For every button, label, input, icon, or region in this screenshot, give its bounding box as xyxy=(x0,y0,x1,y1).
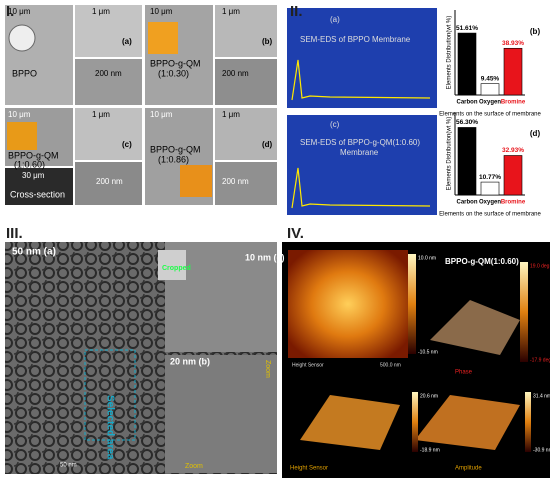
label: 1 μm xyxy=(92,7,110,16)
y-axis-label: Elements Distribution(wt %) xyxy=(447,117,453,191)
panel-label: II. xyxy=(290,3,303,20)
label: (1:0.30) xyxy=(158,68,189,78)
label: SEM-EDS of BPPO-g-QM(1:0.60) xyxy=(300,138,420,147)
sem-images xyxy=(5,5,277,205)
x-tick-label: Oxygen xyxy=(479,200,501,206)
value-label: 56.30% xyxy=(456,119,478,126)
eds-spectra xyxy=(287,8,437,215)
bar xyxy=(457,127,477,196)
x-tick-label: Oxygen xyxy=(479,100,501,106)
label: 50 nm (a) xyxy=(12,247,56,258)
x-tick-label: Bromine xyxy=(501,100,526,106)
label: 500.0 nm xyxy=(380,362,401,368)
panel-label: III. xyxy=(6,225,23,242)
label: (d) xyxy=(262,140,273,149)
label: 200 nm xyxy=(222,69,249,78)
label: 10 nm (c) xyxy=(245,252,285,262)
label: 1 μm xyxy=(92,110,110,119)
bar xyxy=(480,83,500,96)
label: BPPO xyxy=(12,68,37,78)
label: (b) xyxy=(262,37,273,46)
bar xyxy=(480,181,500,196)
label: -17.9 deg xyxy=(530,357,550,363)
label: Zoom xyxy=(264,360,271,378)
y-axis-label: Elements Distribution(wt %) xyxy=(447,16,453,90)
label: 10 μm xyxy=(8,110,31,119)
panel-label: (b) xyxy=(530,27,541,36)
label: 30 μm xyxy=(22,171,45,180)
x-tick-label: Carbon xyxy=(457,100,478,106)
label: 31.4 nm xyxy=(533,393,550,399)
x-axis-label: Elements on the surface of membrane xyxy=(439,212,541,218)
label: 10.0 nm xyxy=(418,255,436,261)
label: (c) xyxy=(330,120,340,129)
label: -10.5 nm xyxy=(418,349,438,355)
label: BPPO-g-QM(1:0.60) xyxy=(445,257,519,266)
label: 200 nm xyxy=(222,177,249,186)
label: (a) xyxy=(122,37,132,46)
bar xyxy=(503,47,523,96)
label: 1 μm xyxy=(222,110,240,119)
label: Membrane xyxy=(340,148,379,157)
label: (1:0.86) xyxy=(158,154,189,164)
panel-label: IV. xyxy=(287,225,304,242)
label: 19.0 deg xyxy=(530,263,550,269)
afm-images xyxy=(282,242,550,478)
label: 10 μm xyxy=(8,7,31,16)
label: Zoom xyxy=(185,463,203,470)
x-tick-label: Carbon xyxy=(457,200,478,206)
label: BPPO-g-QM xyxy=(8,150,59,160)
label: BPPO-g-QM xyxy=(150,144,201,154)
label: Selected area xyxy=(104,395,115,460)
label: Height Sensor xyxy=(292,362,324,368)
value-label: 10.77% xyxy=(479,174,501,181)
label: Height Sensor xyxy=(290,466,328,472)
panel-label: I. xyxy=(6,3,14,20)
bar xyxy=(503,155,523,196)
label: 20 nm (b) xyxy=(170,356,210,366)
label: 20.6 nm xyxy=(420,393,438,399)
label: (1:0.60) xyxy=(14,159,45,169)
label: 200 nm xyxy=(96,177,123,186)
bar xyxy=(457,32,477,96)
label: 1 μm xyxy=(222,7,240,16)
label: -18.9 nm xyxy=(420,447,440,453)
label: (c) xyxy=(122,140,132,149)
label: Amplitude xyxy=(455,466,482,472)
label: -30.9 nm xyxy=(533,447,550,453)
value-label: 38.93% xyxy=(502,40,524,47)
label: 200 nm xyxy=(95,69,122,78)
value-label: 32.93% xyxy=(502,147,524,154)
label: 50 nm xyxy=(60,463,77,469)
label: BPPO-g-QM xyxy=(150,58,201,68)
label: (a) xyxy=(330,15,340,24)
tem-images xyxy=(5,242,277,474)
label: Cross-section xyxy=(10,189,65,199)
panel-label: (d) xyxy=(530,129,541,138)
value-label: 51.61% xyxy=(456,25,478,32)
label: Cropped xyxy=(162,265,191,272)
x-tick-label: Bromine xyxy=(501,200,526,206)
x-axis-label: Elements on the surface of membrane xyxy=(439,112,541,118)
label: Phase xyxy=(455,370,473,376)
value-label: 9.45% xyxy=(481,75,500,82)
label: 10 μm xyxy=(150,7,173,16)
label: SEM-EDS of BPPO Membrane xyxy=(300,35,411,44)
label: 10 μm xyxy=(150,110,173,119)
